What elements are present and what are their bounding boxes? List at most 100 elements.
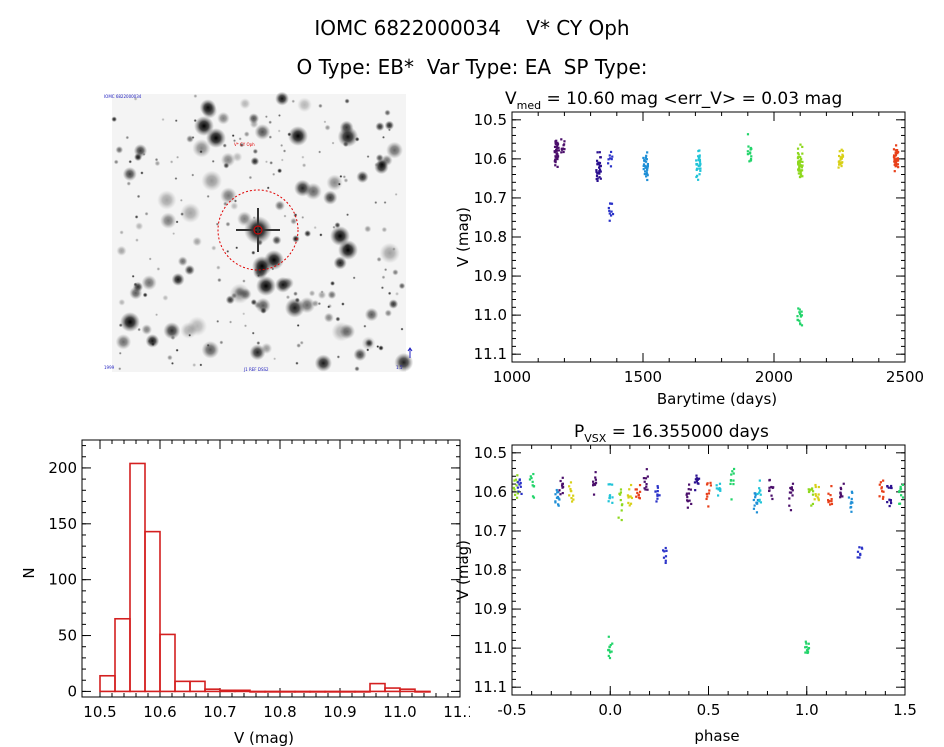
star — [282, 149, 287, 153]
star — [172, 232, 176, 236]
data-points — [512, 467, 905, 660]
data-point — [555, 139, 558, 142]
star — [125, 135, 130, 140]
point-cluster — [512, 474, 520, 499]
data-point — [799, 155, 802, 159]
x-tick-label: 10.6 — [143, 703, 176, 721]
data-point — [707, 492, 711, 495]
data-point — [856, 556, 859, 559]
data-point — [554, 158, 557, 161]
point-cluster — [768, 478, 775, 501]
data-point — [598, 176, 601, 179]
data-point — [608, 209, 611, 212]
figure-title: IOMC 6822000034 V* CY Oph — [314, 16, 630, 40]
data-point — [797, 172, 800, 175]
star — [230, 201, 239, 211]
data-point — [619, 498, 622, 502]
data-point — [697, 178, 700, 181]
data-point — [646, 164, 649, 167]
data-point — [607, 483, 610, 486]
data-point — [514, 478, 518, 481]
data-point — [839, 491, 842, 494]
data-point — [643, 487, 646, 490]
data-point — [839, 156, 842, 159]
x-tick-label: 10.9 — [323, 703, 356, 721]
plot-frame — [81, 439, 461, 698]
data-point — [801, 164, 804, 167]
star — [339, 174, 343, 178]
data-point — [699, 163, 702, 166]
star — [228, 320, 233, 324]
data-point — [797, 153, 800, 156]
data-point — [556, 146, 559, 150]
data-point — [752, 498, 755, 502]
data-point — [554, 493, 557, 496]
histogram-bar — [234, 689, 251, 693]
star — [232, 139, 237, 143]
data-point — [687, 488, 690, 491]
data-point — [895, 161, 898, 164]
data-point — [555, 496, 559, 499]
data-point — [897, 166, 900, 169]
star — [292, 235, 300, 243]
star — [231, 134, 235, 138]
data-point — [755, 501, 758, 504]
point-cluster — [554, 488, 561, 507]
data-point — [513, 479, 516, 482]
point-cluster — [607, 202, 615, 222]
data-point — [801, 145, 804, 149]
data-point — [529, 475, 532, 478]
star — [141, 324, 153, 335]
data-point — [811, 493, 815, 496]
star — [375, 153, 384, 162]
star — [141, 275, 157, 291]
point-cluster — [715, 482, 722, 497]
data-point — [563, 140, 566, 143]
star — [299, 340, 304, 345]
thumbnail-bottom-left-label: 1999 — [104, 365, 115, 370]
star — [273, 357, 277, 361]
data-point — [607, 158, 610, 161]
data-point — [555, 150, 558, 153]
y-tick-label: 0 — [67, 682, 77, 700]
star — [375, 121, 385, 132]
data-point — [801, 160, 804, 163]
star — [129, 286, 143, 300]
y-tick-label: 50 — [58, 627, 77, 645]
y-tick-label: 10.7 — [474, 189, 507, 207]
star — [275, 276, 291, 293]
data-point — [643, 172, 646, 176]
star — [283, 214, 287, 218]
bright-star — [256, 276, 276, 296]
data-point — [556, 165, 559, 168]
star — [199, 99, 217, 116]
point-cluster — [634, 483, 642, 500]
star — [154, 157, 159, 162]
data-point — [634, 488, 637, 491]
point-cluster — [756, 479, 763, 504]
data-point — [837, 154, 841, 158]
star — [277, 113, 281, 117]
star — [394, 291, 400, 296]
point-cluster — [607, 150, 614, 168]
phased-title-sub: VSX — [584, 432, 607, 445]
point-cluster — [642, 151, 650, 182]
data-point — [645, 483, 648, 486]
star — [341, 302, 345, 306]
data-point — [797, 168, 800, 171]
data-point — [532, 485, 536, 488]
y-tick-label: 150 — [48, 515, 77, 533]
data-point — [646, 166, 649, 169]
star — [201, 170, 223, 192]
data-point — [788, 497, 791, 500]
data-point — [696, 478, 699, 481]
data-point — [695, 163, 699, 166]
data-point — [801, 152, 804, 155]
star — [243, 324, 248, 328]
data-point — [607, 162, 610, 165]
histogram-chart: 10.5 10.6 10.7 10.8 10.9 11.0 11.1 0 50 100 150 200… — [20, 439, 470, 747]
data-point — [572, 494, 575, 497]
data-point — [850, 505, 853, 509]
data-point — [880, 486, 883, 489]
data-point — [515, 484, 518, 487]
